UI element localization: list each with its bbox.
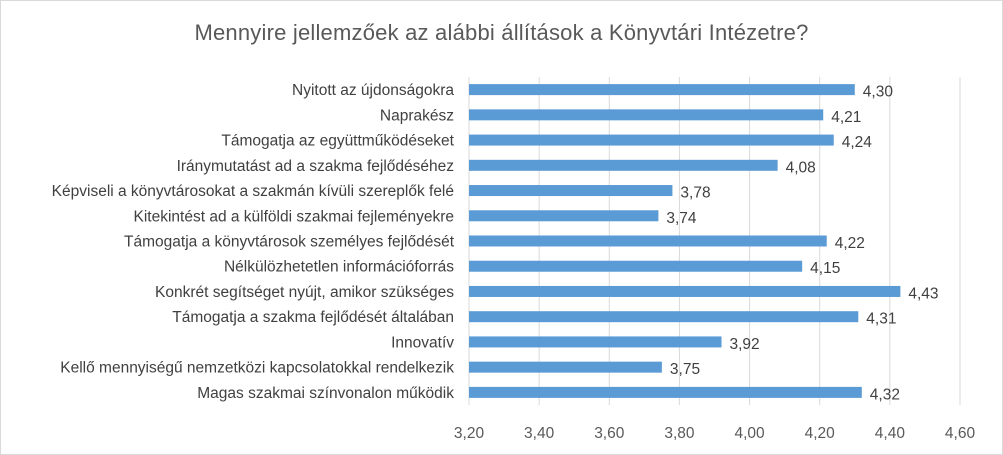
data-label: 3,74 [666, 210, 697, 227]
bar [469, 109, 824, 121]
category-label: Nyitott az újdonságokra [292, 82, 454, 99]
category-label: Innovatív [391, 334, 454, 351]
category-label: Kellő mennyiségű nemzetközi kapcsolatokk… [60, 360, 454, 377]
bar [469, 311, 859, 323]
data-label: 4,31 [866, 311, 896, 328]
category-label: Kitekintést ad a külföldi szakmai fejlem… [134, 208, 454, 225]
data-label: 3,75 [670, 361, 700, 378]
data-label: 4,43 [908, 285, 938, 302]
bar [469, 210, 659, 222]
category-label: Magas szakmai színvonalon működik [197, 385, 454, 402]
data-label: 4,15 [810, 260, 840, 277]
data-label: 4,22 [835, 235, 865, 252]
category-label: Képviseli a könyvtárosokat a szakmán kív… [52, 183, 454, 200]
bar [469, 386, 862, 398]
category-label: Támogatja a könyvtárosok személyes fejlő… [124, 234, 455, 251]
category-label: Konkrét segítséget nyújt, amikor szükség… [155, 284, 454, 301]
bar [469, 336, 722, 348]
chart-title: Mennyire jellemzőek az alábbi állítások … [194, 20, 809, 45]
x-tick-label: 3,40 [524, 425, 555, 442]
bar [469, 84, 855, 96]
category-label: Iránymutatást ad a szakma fejlődéséhez [177, 158, 454, 175]
x-tick-label: 4,20 [805, 425, 836, 442]
bar [469, 134, 834, 146]
x-tick-label: 4,40 [875, 425, 906, 442]
category-label: Támogatja a szakma fejlődését általában [172, 309, 454, 326]
x-tick-label: 3,80 [664, 425, 695, 442]
bar [469, 260, 803, 272]
data-label: 3,92 [730, 336, 760, 353]
bar [469, 361, 662, 373]
bar [469, 185, 673, 197]
category-label: Támogatja az együttműködéseket [221, 133, 454, 150]
data-label: 3,78 [680, 185, 710, 202]
category-label: Nélkülözhetetlen információforrás [224, 259, 454, 276]
bar [469, 285, 901, 297]
x-tick-label: 3,60 [594, 425, 625, 442]
data-label: 4,30 [863, 84, 894, 101]
data-label: 4,08 [786, 159, 816, 176]
bar [469, 235, 827, 247]
x-tick-label: 3,20 [454, 425, 485, 442]
data-label: 4,21 [831, 109, 861, 126]
data-label: 4,32 [870, 386, 900, 403]
x-tick-label: 4,00 [734, 425, 765, 442]
bar [469, 159, 778, 171]
data-label: 4,24 [842, 134, 873, 151]
category-label: Naprakész [380, 107, 454, 124]
x-tick-label: 4,60 [945, 425, 976, 442]
